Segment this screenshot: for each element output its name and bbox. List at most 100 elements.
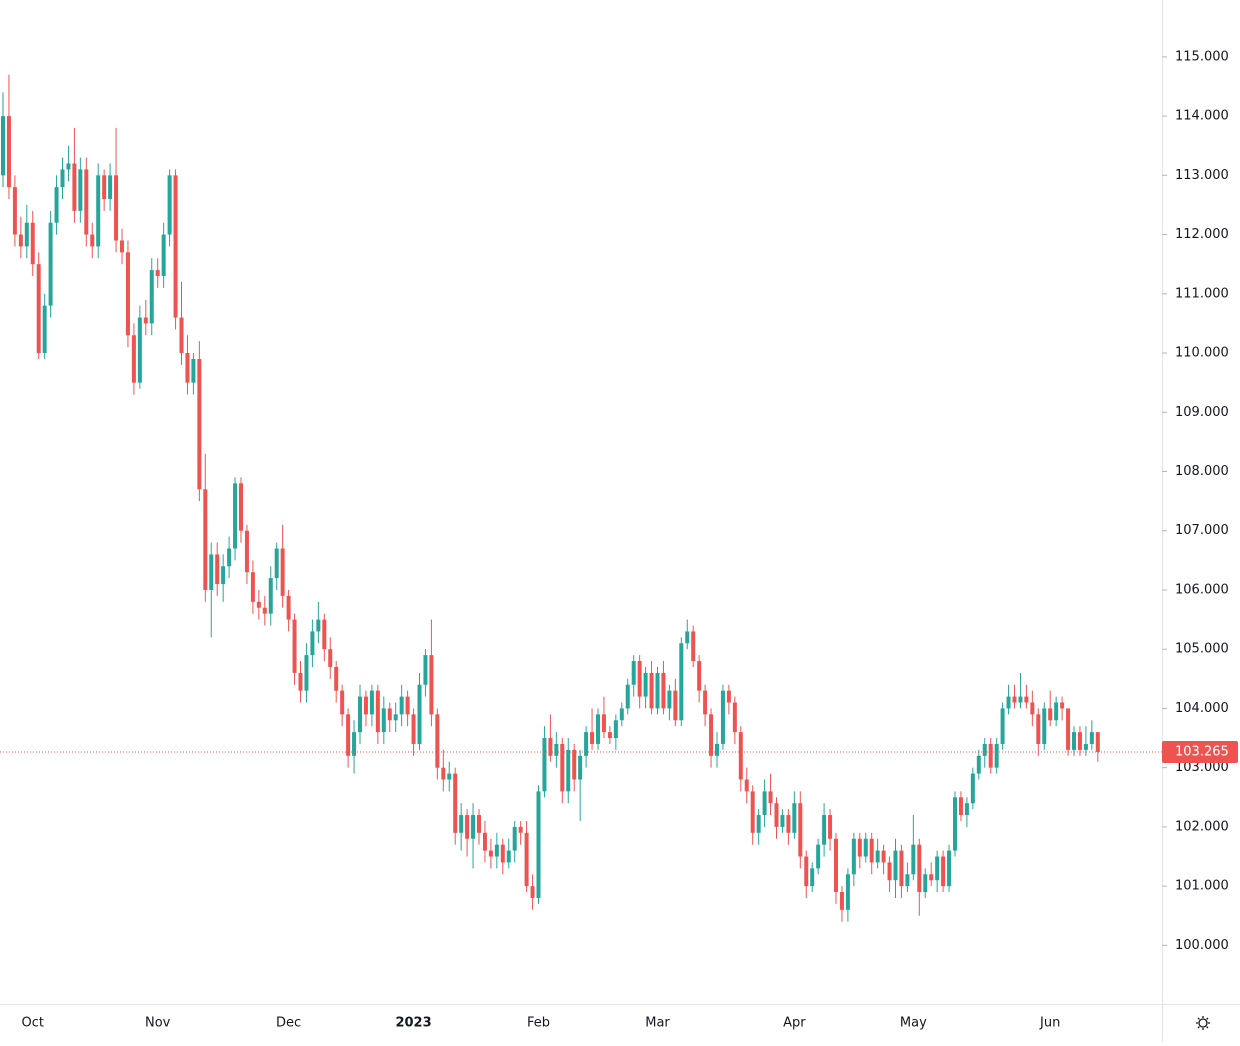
candle-body [352,732,357,756]
settings-icon[interactable] [1196,1016,1210,1030]
candle-body [72,163,77,211]
candle-body [137,317,142,383]
candle-body [268,578,273,614]
candle-body [262,607,267,614]
candle-body [280,548,285,596]
candle-body [958,797,963,816]
y-tick-label: 100.000 [1175,938,1229,953]
candle-body [988,743,993,768]
candle-body [726,690,731,703]
candle-body [239,483,243,531]
y-tick-label: 109.000 [1175,405,1229,420]
candle-body [393,714,398,721]
candle-body [66,163,71,170]
candle-body [703,690,708,715]
candle-body [720,690,725,744]
candle-body [143,317,148,324]
candle-body [774,803,779,827]
candle-body [637,661,642,697]
candle-body [149,270,154,324]
candle-body [554,743,559,756]
y-tick-label: 112.000 [1175,227,1229,242]
candle-body [310,631,315,656]
candle-body [375,690,380,733]
candle-body [542,738,547,792]
candle-body [185,353,190,383]
candle-body [1048,708,1053,721]
candle-body [804,856,809,887]
candle-body [548,738,553,756]
candle-body [863,838,868,857]
y-tick-label: 113.000 [1175,168,1229,183]
candle-body [477,815,481,833]
candle-body [816,844,821,869]
candle-body [42,305,47,354]
candle-body [911,844,916,875]
candle-body [643,672,648,697]
candle-body [869,838,874,863]
candle-body [114,175,119,241]
candle-body [982,743,987,756]
candle-body [459,815,464,833]
candle-body [60,169,65,188]
candle-body [839,892,844,910]
candle-body [221,566,226,585]
candle-body [30,222,35,265]
candle-body [387,708,392,721]
candle-body [732,702,737,733]
candle-body [500,844,505,863]
candle-body [1072,732,1076,750]
candle-body [756,815,761,833]
candle-body [286,595,291,620]
candle-body [596,714,600,744]
candle-body [590,732,595,744]
x-tick-label: Oct [22,1016,44,1031]
candle-body [108,175,113,200]
candle-body [363,696,368,715]
candle-body [851,838,856,875]
candle-body [691,631,696,662]
candle-body [518,826,523,833]
candle-body [601,714,606,733]
candle-body [744,779,749,792]
candle-body [340,690,345,715]
x-tick-label: Apr [783,1016,806,1031]
candle-body [750,791,755,833]
candle-body [292,619,297,673]
candle-body [1054,702,1059,721]
candle-body [399,696,404,715]
candle-body [155,270,160,277]
candle-body [274,548,279,579]
candle-body [899,850,904,887]
settings-icon-rays[interactable] [1196,1016,1210,1030]
candle-body [381,708,386,733]
candle-body [256,601,261,608]
candle-body [964,803,969,816]
candle-body [1036,714,1041,744]
candle-body [322,619,327,650]
candle-body [167,175,172,235]
candle-body [453,773,458,833]
candle-body [1024,696,1029,703]
candle-body [845,874,850,910]
candle-body [715,743,719,756]
candle-body [768,791,773,804]
y-tick-label: 114.000 [1175,109,1229,124]
candle-body [810,868,815,887]
candle-body [738,732,743,780]
candle-body [1095,732,1100,752]
candle-body [233,483,238,549]
candle-body [685,631,690,644]
candle-body [953,797,957,851]
settings-icon-core[interactable] [1198,1018,1208,1028]
candle-body [881,850,886,863]
candle-body [887,862,892,881]
candle-body [102,175,107,200]
y-tick-label: 107.000 [1175,523,1229,538]
candle-body [423,655,428,685]
candle-body [661,672,666,709]
candle-body [584,732,589,756]
candle-body [1077,732,1082,750]
